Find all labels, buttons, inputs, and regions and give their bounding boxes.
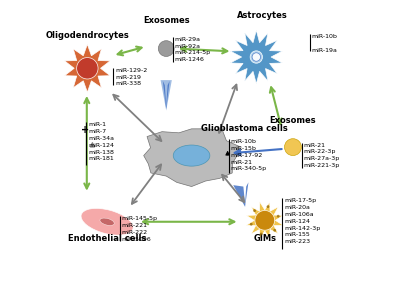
Text: Endothelial cells: Endothelial cells [68, 234, 146, 243]
Text: +: + [81, 125, 89, 135]
Ellipse shape [173, 145, 210, 166]
Circle shape [260, 233, 263, 235]
Circle shape [253, 209, 256, 212]
Polygon shape [233, 182, 248, 207]
Polygon shape [246, 202, 283, 239]
Text: Astrocytes: Astrocytes [236, 11, 287, 20]
Text: GIMs: GIMs [253, 234, 276, 243]
Text: miR-145-5p
miR-221
miR-222
miR-5096: miR-145-5p miR-221 miR-222 miR-5096 [122, 216, 158, 241]
Text: miR-21
miR-22-3p
miR-27a-3p
miR-221-3p: miR-21 miR-22-3p miR-27a-3p miR-221-3p [304, 143, 340, 168]
Text: Glioblastoma cells: Glioblastoma cells [202, 124, 288, 133]
Polygon shape [163, 81, 170, 109]
Text: miR-10b

miR-19a: miR-10b miR-19a [311, 34, 337, 53]
Text: miR-10b
miR-15b
miR-17-92
miR-21
miR-340-5p: miR-10b miR-15b miR-17-92 miR-21 miR-340… [230, 139, 266, 171]
Circle shape [77, 57, 98, 79]
Circle shape [250, 223, 253, 226]
Circle shape [273, 229, 276, 232]
Circle shape [284, 139, 301, 156]
Text: Exosomes: Exosomes [143, 16, 190, 25]
Polygon shape [160, 80, 172, 111]
Circle shape [277, 215, 280, 218]
Text: miR-129-2
miR-219
miR-338: miR-129-2 miR-219 miR-338 [115, 68, 147, 86]
Text: Oligodendrocytes: Oligodendrocytes [46, 31, 129, 40]
Text: miR-29a
miR-92a
miR-214-5p
miR-1246: miR-29a miR-92a miR-214-5p miR-1246 [175, 37, 211, 62]
Polygon shape [64, 44, 110, 92]
Circle shape [266, 205, 269, 208]
Ellipse shape [81, 208, 133, 235]
Circle shape [158, 41, 174, 56]
Circle shape [252, 53, 260, 61]
Polygon shape [230, 30, 282, 84]
Text: miR-17-5p
miR-20a
miR-106a
miR-124
miR-142-3p
miR-155
miR-223: miR-17-5p miR-20a miR-106a miR-124 miR-1… [284, 198, 320, 244]
Ellipse shape [100, 218, 114, 226]
Circle shape [255, 211, 275, 230]
Text: miR-1
miR-7
miR-34a
miR-124
miR-138
miR-181: miR-1 miR-7 miR-34a miR-124 miR-138 miR-… [88, 122, 114, 161]
Polygon shape [144, 129, 239, 186]
Text: Exosomes: Exosomes [270, 116, 316, 125]
Circle shape [250, 51, 262, 63]
